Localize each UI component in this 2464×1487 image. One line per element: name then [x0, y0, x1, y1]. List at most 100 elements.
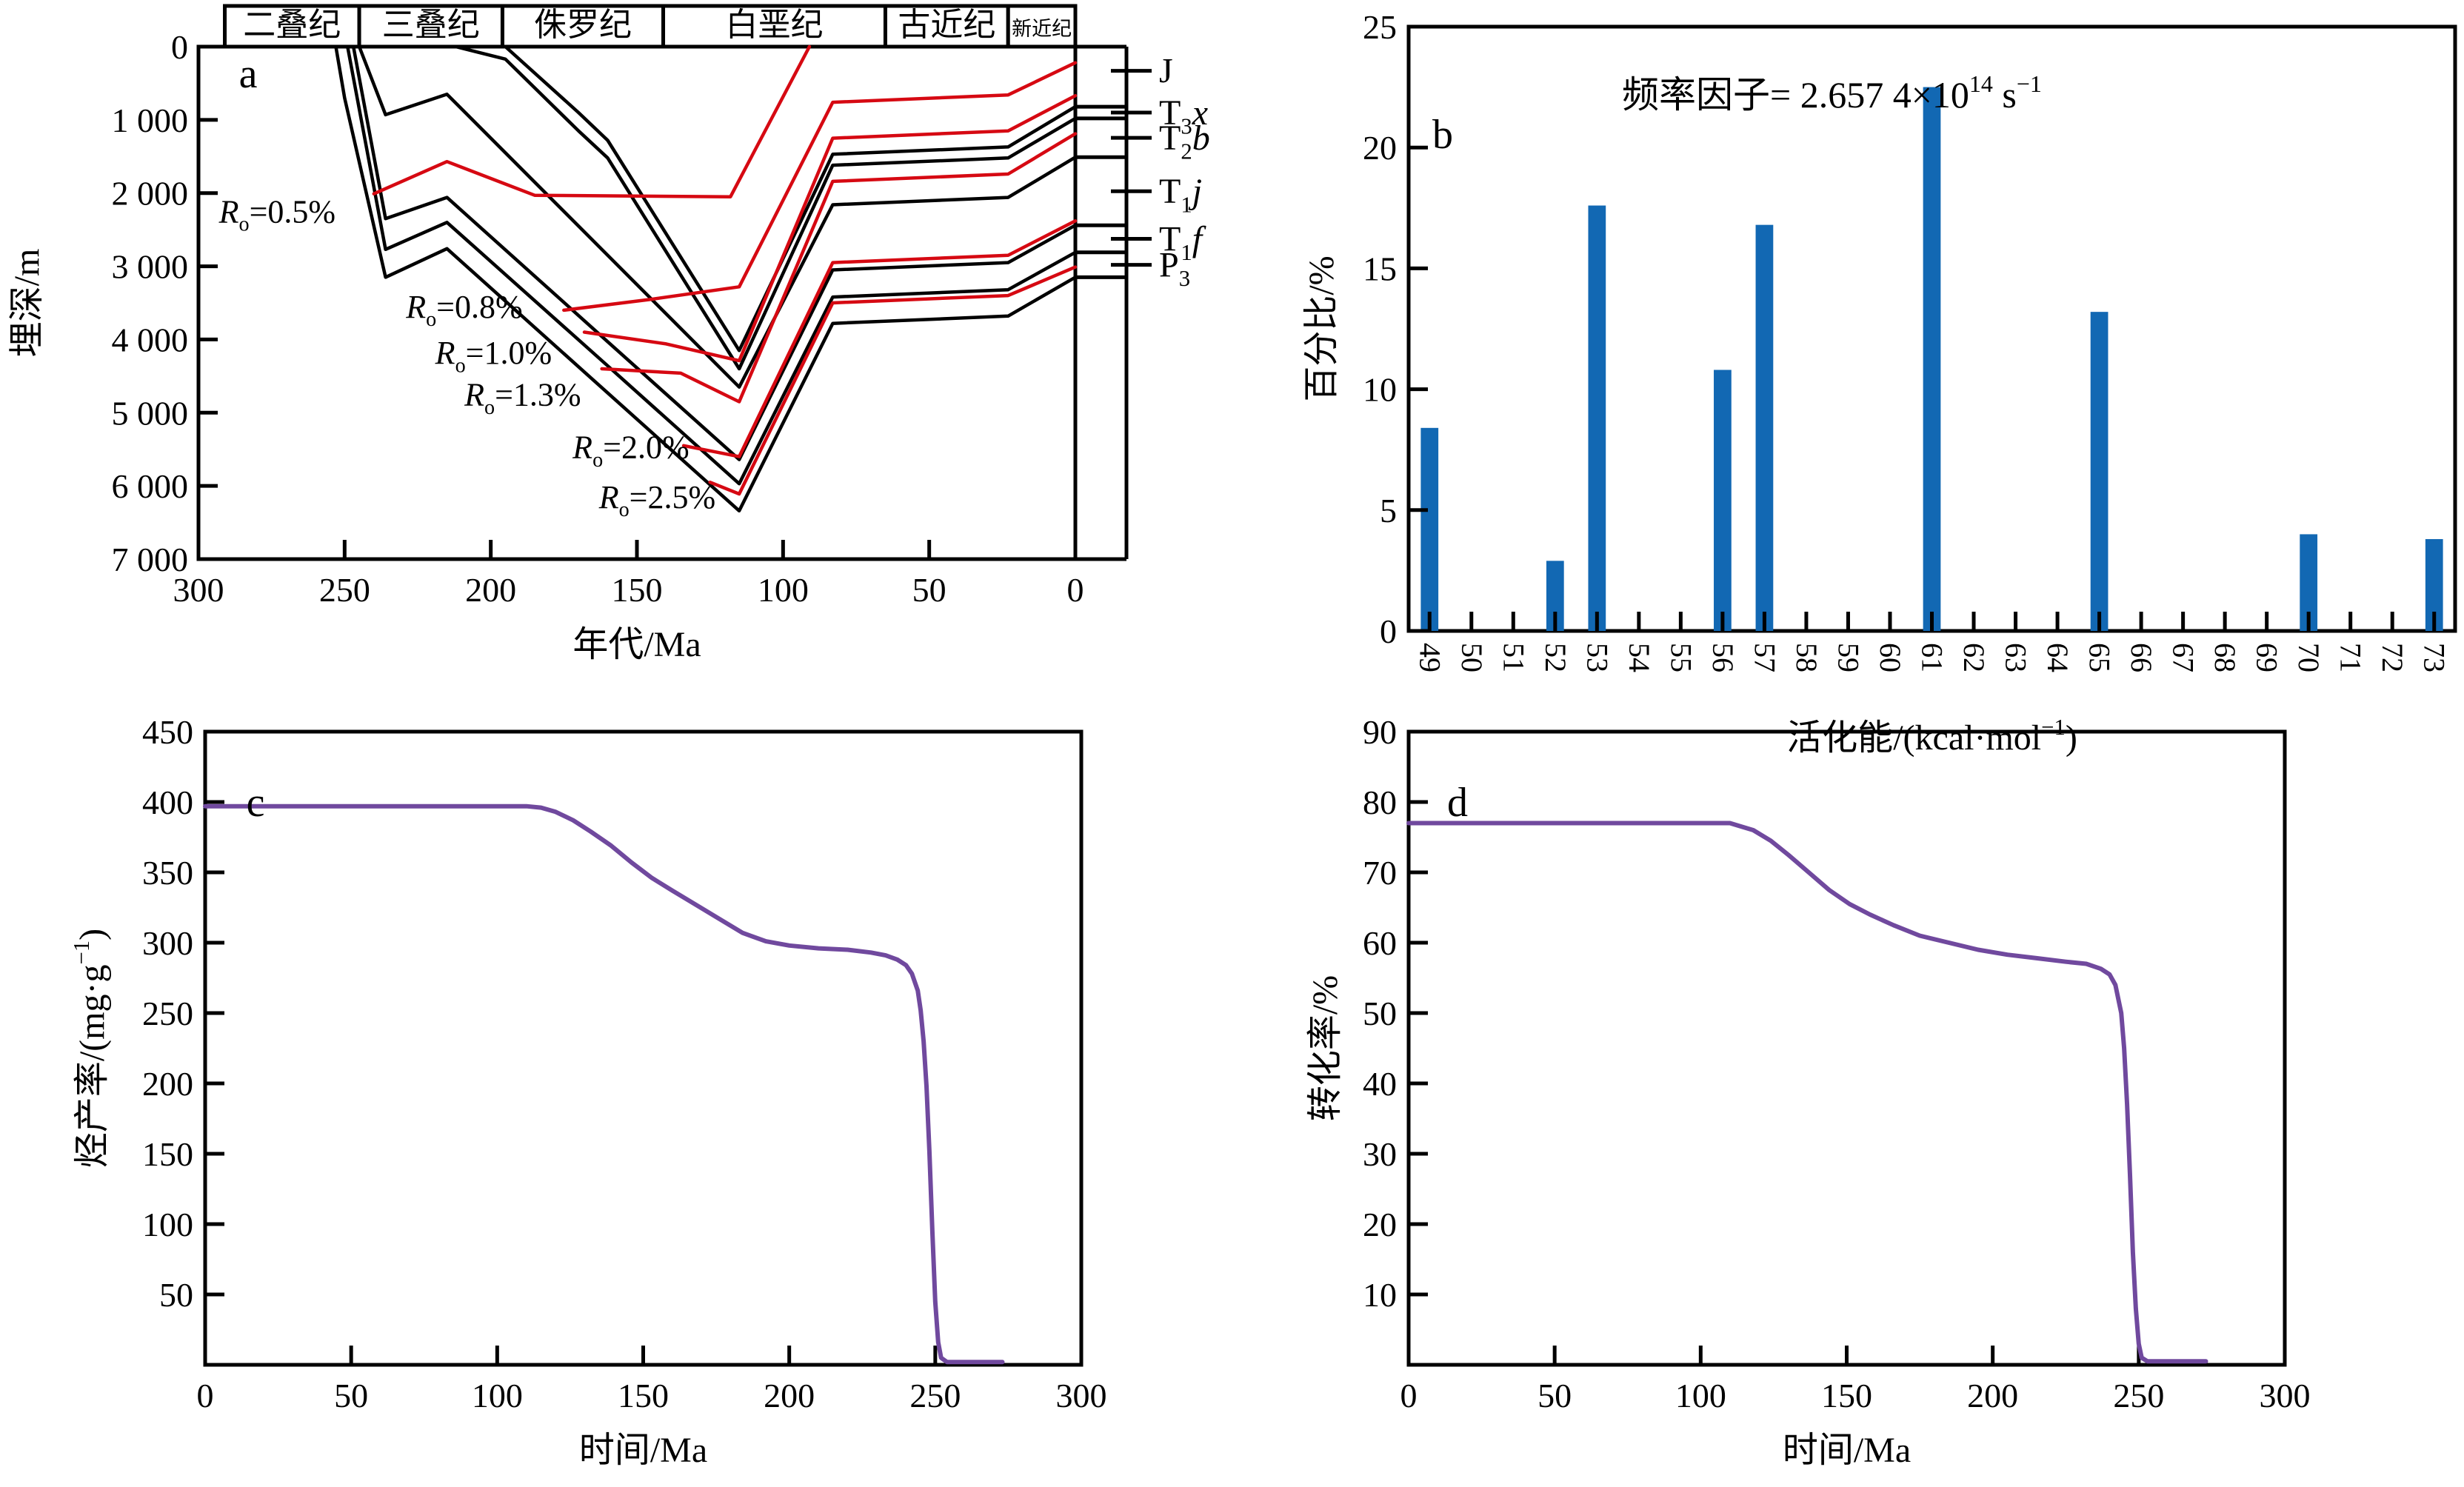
b-x-tick-label: 51 — [1497, 643, 1530, 672]
Ro-1.3%-label: Ro=1.3% — [464, 376, 581, 418]
c-y-tick-label: 400 — [142, 783, 193, 821]
b-y-axis-title: 百分比/% — [1302, 255, 1341, 401]
panel-c-plot-box — [203, 729, 1084, 1367]
period-box — [357, 4, 504, 49]
b-y-tick-label: 20 — [1363, 129, 1397, 167]
b-x-tick-label: 65 — [2083, 643, 2117, 672]
series-Ro-2.0% — [681, 219, 1078, 458]
series-Ro-1.0% — [582, 93, 1078, 363]
d-y-tick-label: 80 — [1363, 783, 1397, 821]
b-x-tick-label: 64 — [2041, 643, 2074, 672]
bar-E57 — [1755, 224, 1774, 631]
b-x-tick-label: 50 — [1455, 643, 1489, 672]
d-x-tick-label: 0 — [1400, 1377, 1418, 1414]
series-base-T1f — [346, 44, 1078, 486]
series-Ro-1.3% — [600, 132, 1078, 404]
d-x-axis-title: 时间/Ma — [1783, 1431, 1911, 1470]
b-x-tick-label: 55 — [1664, 643, 1697, 672]
b-x-tick-label: 49 — [1413, 643, 1446, 672]
period-label: 白垩纪 — [725, 7, 823, 43]
c-x-tick-label: 250 — [909, 1377, 961, 1414]
b-x-tick-label: 54 — [1623, 643, 1656, 672]
b-x-tick-label: 72 — [2376, 643, 2409, 672]
Ro-0.5%-label: Ro=0.5% — [218, 193, 335, 235]
b-x-tick-label: 66 — [2125, 643, 2158, 672]
strat-label-P3: P3 — [1159, 246, 1190, 291]
series-base-T3x — [454, 44, 1078, 371]
d-x-tick-label: 150 — [1821, 1377, 1872, 1414]
b-y-tick-label: 15 — [1363, 250, 1397, 287]
c-y-tick-label: 200 — [142, 1065, 193, 1103]
b-x-axis-title: 活化能/(kcal·mol−1) — [1786, 715, 2077, 758]
b-x-tick-label: 58 — [1790, 643, 1823, 672]
a-x-tick-label: 200 — [465, 571, 516, 609]
c-x-tick-label: 200 — [764, 1377, 815, 1414]
bar-E56 — [1714, 370, 1732, 631]
d-x-tick-label: 300 — [2260, 1377, 2311, 1414]
d-y-tick-label: 20 — [1363, 1206, 1397, 1243]
panel-d-letter: d — [1447, 780, 1468, 826]
panel-b-activation-energy: 0 5 10 15 20 25 49 50 51 52 53 54 55 56 57 58 59 60 61 62 63… — [1302, 8, 2457, 758]
Ro-1.0%-label: Ro=1.0% — [435, 335, 552, 377]
a-x-tick-label: 300 — [173, 571, 224, 609]
a-y-tick-label: 6 000 — [112, 467, 189, 505]
Ro-2.5%-label: Ro=2.5% — [598, 479, 715, 521]
panel-c-hydrocarbon-yield: 50 100 150 200 250 300 350 400 450 0 50 100 150 200 25… — [69, 713, 1107, 1470]
bar-E49 — [1420, 427, 1439, 631]
b-y-tick-label: 5 — [1380, 492, 1397, 529]
Ro-2.0%-label: Ro=2.0% — [572, 430, 689, 472]
c-y-tick-label: 150 — [142, 1135, 193, 1173]
a-y-tick-label: 1 000 — [112, 101, 189, 139]
series-conversion-rate — [1406, 821, 2208, 1364]
d-y-tick-label: 40 — [1363, 1065, 1397, 1103]
Ro-0.8%-label: Ro=0.8% — [405, 289, 522, 331]
c-x-tick-label: 100 — [472, 1377, 523, 1414]
c-y-tick-label: 100 — [142, 1206, 193, 1243]
strat-label-T1j: T1j — [1159, 172, 1202, 217]
b-x-tick-label: 73 — [2418, 643, 2451, 672]
b-x-tick-label: 57 — [1748, 643, 1781, 672]
period-box — [1006, 4, 1078, 49]
period-label: 新近纪 — [1012, 18, 1072, 40]
strat-label-T2b: T2b — [1159, 118, 1210, 164]
b-x-tick-label: 63 — [2000, 643, 2033, 672]
b-x-tick-label: 68 — [2208, 643, 2242, 672]
c-y-axis-title: 烃产率/(mg·g−1) — [69, 929, 112, 1168]
c-x-tick-label: 0 — [197, 1377, 214, 1414]
d-y-tick-label: 10 — [1363, 1276, 1397, 1314]
bar-E52 — [1546, 561, 1564, 631]
a-x-tick-label: 250 — [319, 571, 370, 609]
strat-label-T1f: T1f — [1159, 220, 1206, 265]
c-x-axis-title: 时间/Ma — [579, 1431, 707, 1470]
period-box — [661, 4, 887, 49]
series-base-T2b — [357, 44, 1078, 389]
d-y-tick-label: 50 — [1363, 995, 1397, 1032]
panel-c-letter: c — [247, 780, 265, 826]
a-x-tick-label: 50 — [912, 571, 946, 609]
geologic-period-header: 二叠纪 三叠纪 侏罗纪 白垩纪 古近纪 新近纪 — [223, 4, 1078, 49]
b-x-tick-label: 69 — [2251, 643, 2284, 672]
period-label: 侏罗纪 — [534, 7, 632, 43]
bar-E61 — [1923, 87, 1941, 632]
d-y-tick-label: 30 — [1363, 1135, 1397, 1173]
b-x-tick-label: 60 — [1874, 643, 1907, 672]
series-Ro-0.5% — [372, 44, 812, 198]
series-hydrocarbon-yield — [203, 803, 1005, 1365]
b-x-tick-label: 61 — [1916, 643, 1949, 672]
c-x-tick-label: 50 — [334, 1377, 368, 1414]
series-Ro-0.8% — [562, 61, 1078, 313]
d-x-tick-label: 250 — [2113, 1377, 2164, 1414]
b-y-tick-label: 10 — [1363, 371, 1397, 409]
a-y-tick-label: 2 000 — [112, 175, 189, 213]
panel-d-conversion-rate: 10 20 30 40 50 60 70 80 90 0 50 100 150 200 250 300 时间/M… — [1306, 713, 2311, 1470]
series-base-J — [504, 44, 1078, 352]
a-x-tick-label: 150 — [612, 571, 663, 609]
period-label: 三叠纪 — [382, 7, 480, 43]
b-x-tick-label: 52 — [1539, 643, 1572, 672]
b-x-tick-label: 67 — [2167, 643, 2200, 672]
d-y-axis-title: 转化率/% — [1306, 975, 1345, 1121]
